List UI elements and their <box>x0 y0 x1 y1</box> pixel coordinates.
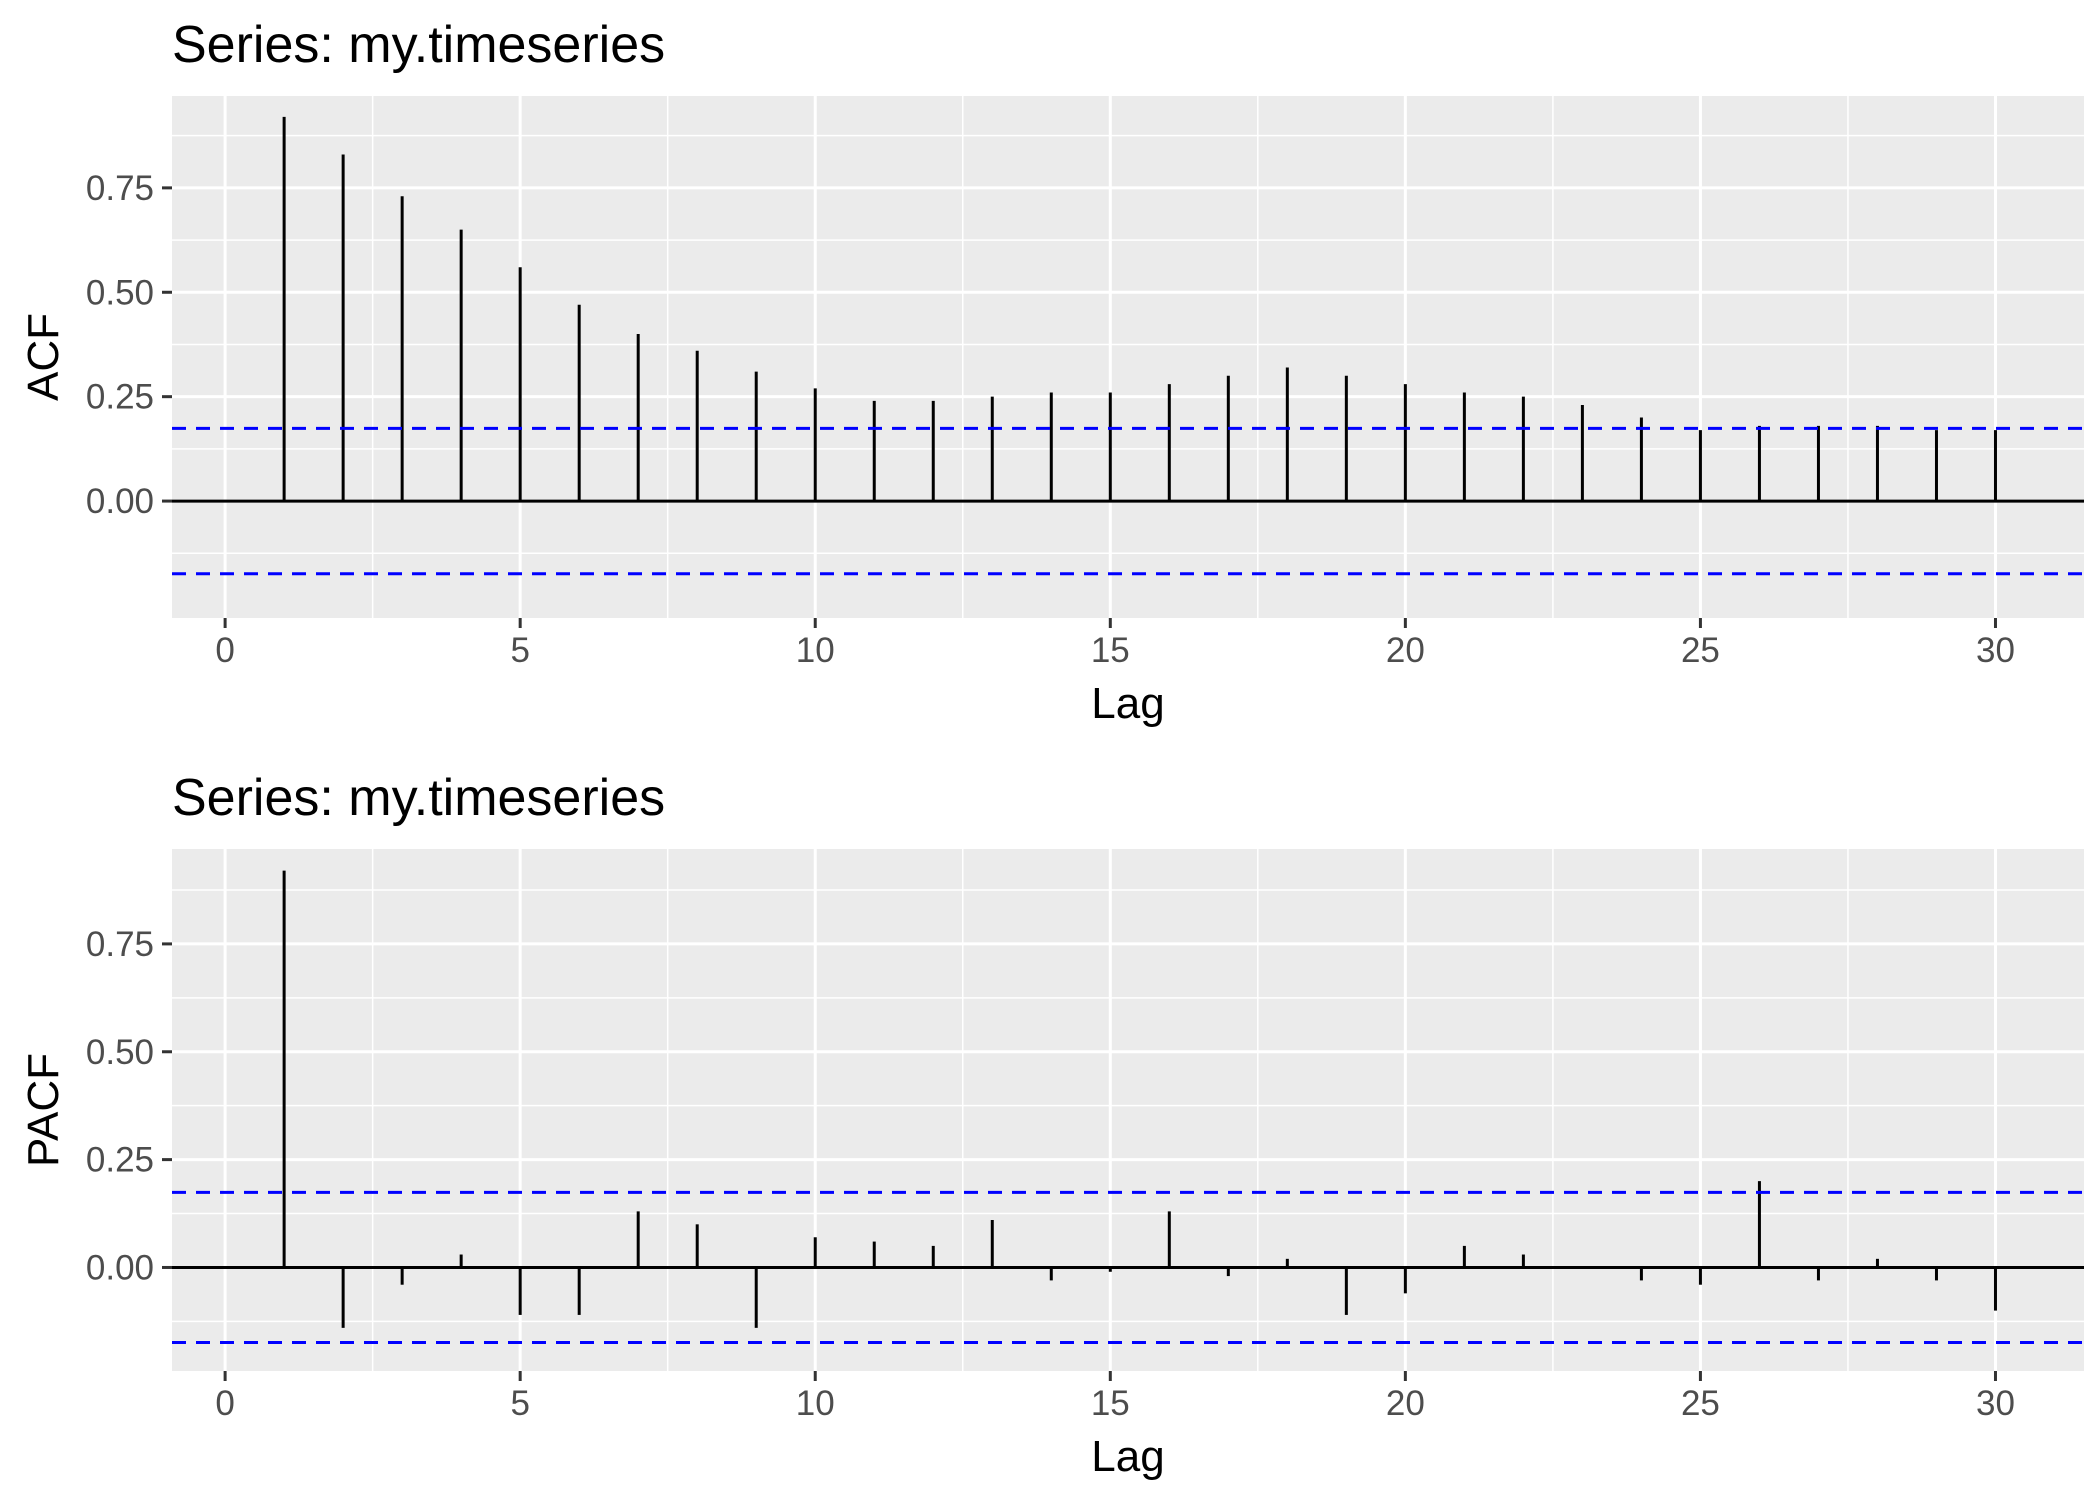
acf-y-tick-label: 0.25 <box>86 378 154 417</box>
acf-x-tick-label: 10 <box>796 631 835 670</box>
pacf-bars <box>282 870 1997 1328</box>
pacf-confidence-bounds <box>172 1190 2084 1345</box>
pacf-x-tick-label: 30 <box>1976 1384 2015 1423</box>
pacf-y-tick-label: 0.00 <box>86 1248 154 1287</box>
acf-bars <box>282 116 1997 502</box>
pacf-chart-title: Series: my.timeseries <box>172 769 665 827</box>
pacf-x-tick-label: 20 <box>1386 1384 1425 1423</box>
pacf-plot-background <box>172 849 2084 1371</box>
acf-y-axis-title: ACF <box>19 313 68 401</box>
acf-x-tick-label: 30 <box>1976 631 2015 670</box>
acf-plot-background <box>172 96 2084 618</box>
acf-chart-title: Series: my.timeseries <box>172 16 665 74</box>
pacf-x-tick-label: 25 <box>1681 1384 1720 1423</box>
acf-y-axis: 0.00 0.25 0.50 0.75 <box>86 169 172 521</box>
acf-minor-grid <box>172 96 2084 618</box>
pacf-x-axis: 0 5 10 15 20 25 30 <box>215 1371 2015 1423</box>
pacf-x-tick-label: 15 <box>1091 1384 1130 1423</box>
acf-x-tick-label: 5 <box>510 631 529 670</box>
acf-x-tick-label: 15 <box>1091 631 1130 670</box>
pacf-y-axis-title: PACF <box>19 1053 68 1167</box>
acf-x-tick-label: 20 <box>1386 631 1425 670</box>
pacf-x-tick-label: 10 <box>796 1384 835 1423</box>
pacf-x-tick-label: 5 <box>510 1384 529 1423</box>
acf-x-tick-label: 0 <box>215 631 234 670</box>
pacf-y-tick-label: 0.50 <box>86 1033 154 1072</box>
pacf-x-axis-title: Lag <box>1091 1432 1164 1481</box>
acf-panel: Series: my.timeseries 0.00 0.25 0.50 0.75 0… <box>19 16 2084 728</box>
pacf-y-axis: 0.00 0.25 0.50 0.75 <box>86 925 172 1287</box>
acf-y-tick-label: 0.75 <box>86 169 154 208</box>
pacf-minor-grid <box>172 849 2084 1371</box>
acf-x-axis: 0 5 10 15 20 25 30 <box>215 618 2015 670</box>
acf-y-tick-label: 0.50 <box>86 273 154 312</box>
pacf-x-tick-label: 0 <box>215 1384 234 1423</box>
pacf-y-tick-label: 0.75 <box>86 925 154 964</box>
pacf-y-tick-label: 0.25 <box>86 1141 154 1180</box>
acf-confidence-bounds <box>172 426 2084 576</box>
acf-y-tick-label: 0.00 <box>86 482 154 521</box>
acf-x-axis-title: Lag <box>1091 679 1164 728</box>
pacf-panel: Series: my.timeseries 0.00 0.25 0.50 0.75 0… <box>19 769 2084 1481</box>
acf-x-tick-label: 25 <box>1681 631 1720 670</box>
